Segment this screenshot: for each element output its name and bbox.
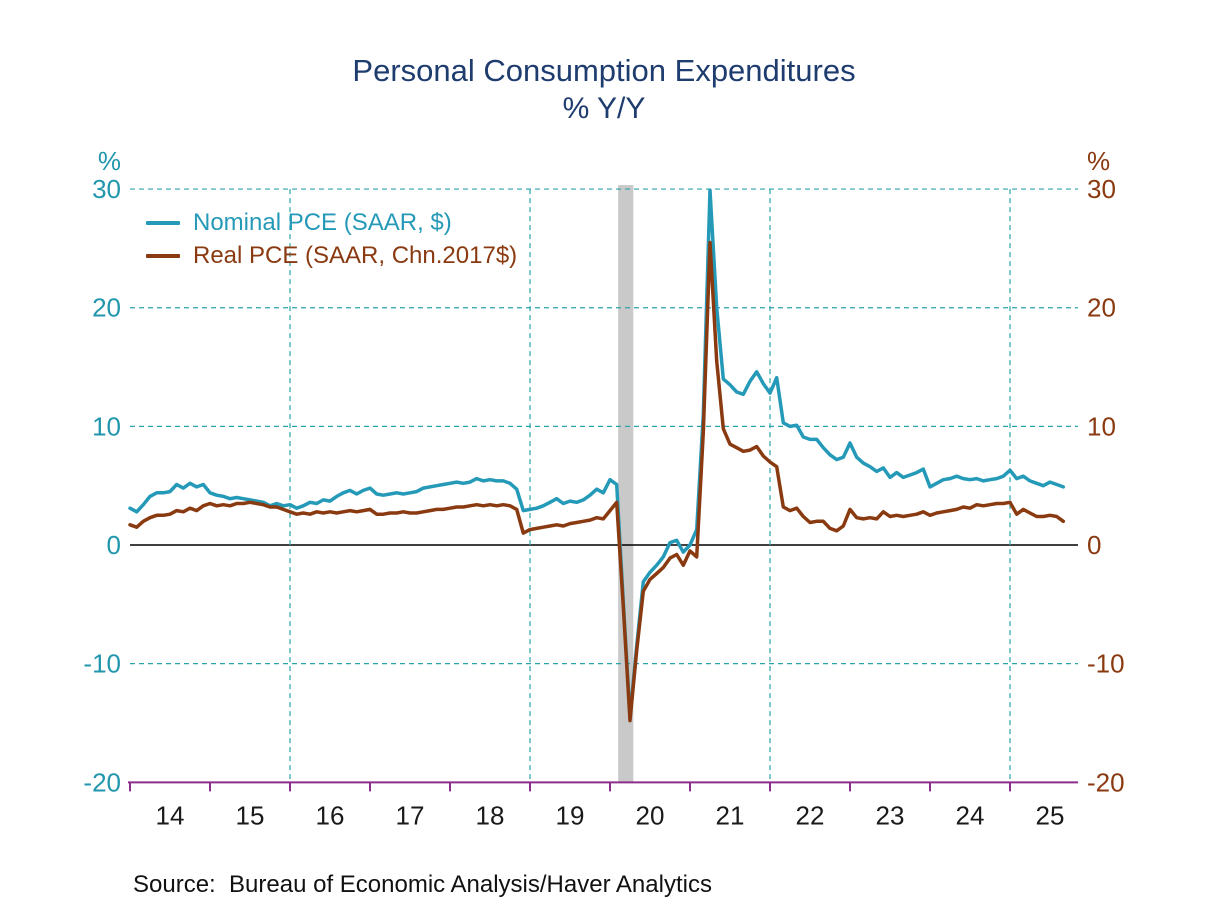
y-axis-label-right: 20 <box>1087 293 1116 323</box>
x-axis-label: 21 <box>716 800 745 830</box>
x-axis-label: 22 <box>796 800 825 830</box>
x-axis-label: 15 <box>236 800 265 830</box>
chart-subtitle: % Y/Y <box>562 92 646 125</box>
chart-legend: Nominal PCE (SAAR, $) Real PCE (SAAR, Ch… <box>146 206 517 272</box>
y-axis-label-left: 0 <box>107 530 121 560</box>
y-axis-label-left: -20 <box>83 767 121 797</box>
y-axis-label-right: -20 <box>1087 767 1125 797</box>
y-axis-label-left: -10 <box>83 649 121 679</box>
x-axis-label: 19 <box>556 800 585 830</box>
x-axis-label: 24 <box>956 800 985 830</box>
recession-shading <box>618 185 634 783</box>
y-axis-label-right: 30 <box>1087 174 1116 204</box>
chart-title: Personal Consumption Expenditures <box>352 53 856 88</box>
nominal-pce-line <box>128 188 1066 719</box>
y-axis-unit-left: % <box>98 146 121 176</box>
y-axis-label-left: 30 <box>92 174 121 204</box>
x-axis-label: 25 <box>1036 800 1065 830</box>
x-axis-label: 18 <box>476 800 505 830</box>
title-block: Personal Consumption Expenditures % Y/Y <box>0 52 1208 128</box>
y-axis-label-right: -10 <box>1087 649 1125 679</box>
x-axis-label: 23 <box>876 800 905 830</box>
y-axis-label-right: 10 <box>1087 411 1116 441</box>
x-axis-label: 16 <box>316 800 345 830</box>
nominal-line-swatch-icon <box>146 220 180 225</box>
source-attribution: Source: Bureau of Economic Analysis/Have… <box>133 871 712 898</box>
y-axis-label-right: 0 <box>1087 530 1101 560</box>
y-axis-label-left: 10 <box>92 411 121 441</box>
legend-label-real: Real PCE (SAAR, Chn.2017$) <box>193 241 518 269</box>
y-axis-label-left: 20 <box>92 293 121 323</box>
real-pce-line <box>128 240 1066 723</box>
x-axis-label: 14 <box>156 800 185 830</box>
real-line-swatch-icon <box>146 253 180 258</box>
legend-item-real: Real PCE (SAAR, Chn.2017$) <box>146 239 517 272</box>
x-axis-label: 20 <box>636 800 665 830</box>
y-axis-unit-right: % <box>1087 146 1110 176</box>
x-axis-label: 17 <box>396 800 425 830</box>
legend-item-nominal: Nominal PCE (SAAR, $) <box>146 206 517 239</box>
legend-label-nominal: Nominal PCE (SAAR, $) <box>193 208 452 236</box>
